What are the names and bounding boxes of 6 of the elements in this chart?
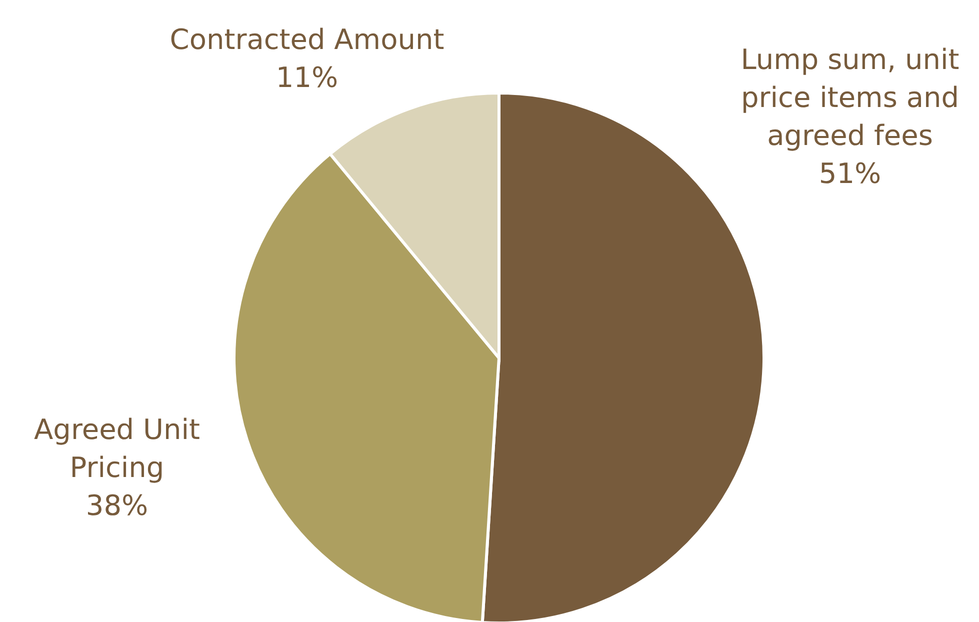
data-label: 11% xyxy=(276,60,338,94)
data-label: 51% xyxy=(818,156,882,190)
data-label: 38% xyxy=(86,488,148,522)
slice-label: Contracted Amount xyxy=(170,22,444,56)
slice-label: Agreed Unit Pricing xyxy=(34,412,200,484)
slice-label: Lump sum, unit price items and agreed fees xyxy=(740,42,960,152)
